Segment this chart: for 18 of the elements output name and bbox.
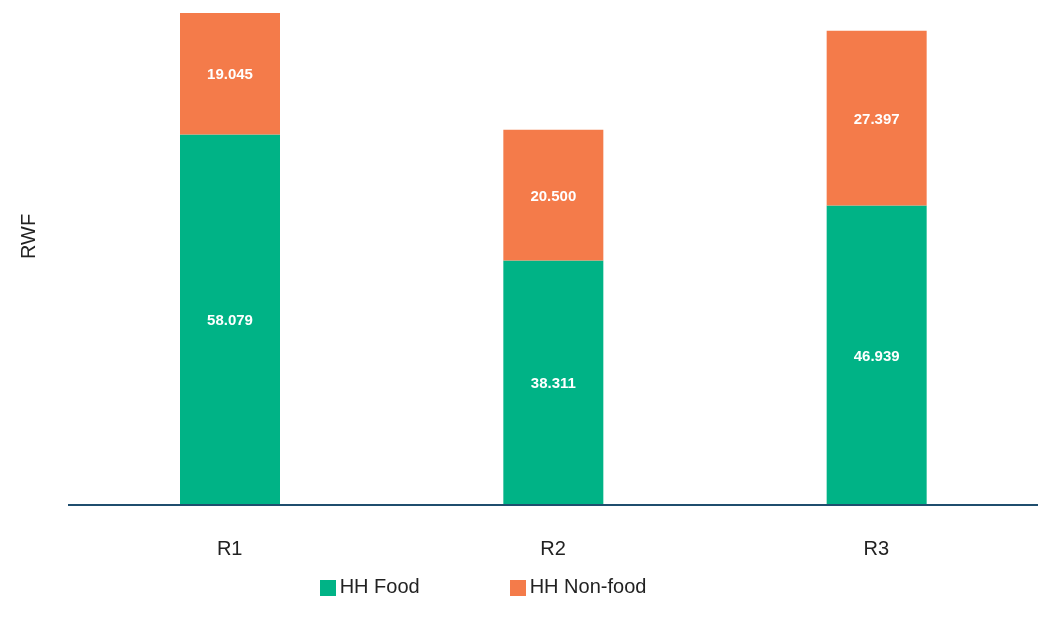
data-label: 27.397: [853, 109, 900, 127]
bar: [826, 205, 927, 505]
bar: [503, 129, 604, 261]
y-axis-title: RWF: [17, 213, 40, 259]
legend-label: HH Food: [339, 575, 420, 597]
data-label: 38.311: [530, 374, 576, 392]
x-tick-label: R3: [863, 537, 890, 560]
x-tick-label: R1: [216, 537, 243, 560]
data-label: 58.079: [207, 311, 253, 329]
bar: [180, 13, 280, 135]
data-label: 19.045: [207, 65, 253, 83]
bar: [503, 260, 604, 505]
bar: [826, 30, 927, 206]
bar: [180, 134, 280, 505]
data-label: 20.500: [530, 186, 577, 204]
legend-label: HH Non-food: [529, 575, 647, 597]
x-tick-label: R2: [540, 537, 566, 560]
data-label: 46.939: [853, 346, 900, 364]
